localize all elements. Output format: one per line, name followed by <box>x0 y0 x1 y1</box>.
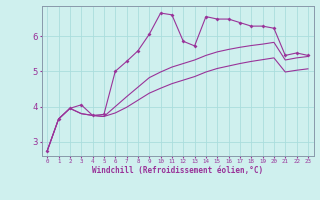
X-axis label: Windchill (Refroidissement éolien,°C): Windchill (Refroidissement éolien,°C) <box>92 166 263 175</box>
